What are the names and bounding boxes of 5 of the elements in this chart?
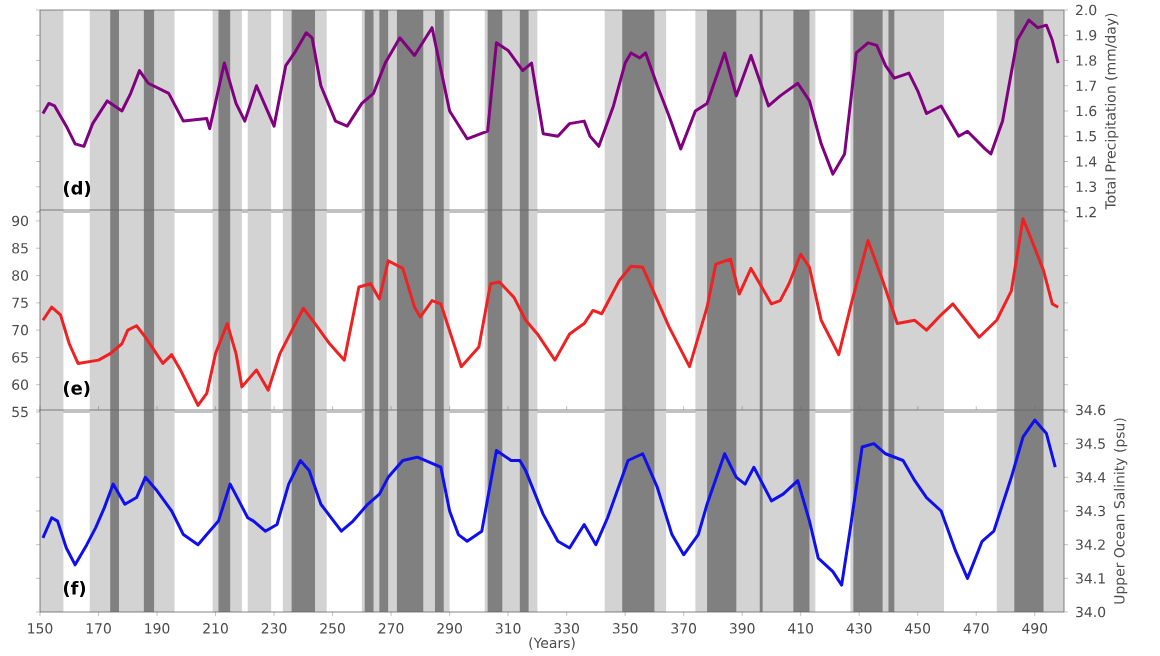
annotation: (d) bbox=[63, 180, 91, 197]
line-series bbox=[41, 18, 1060, 176]
annotation: (e) bbox=[63, 380, 90, 397]
annotation: (f) bbox=[63, 580, 86, 597]
line-series bbox=[41, 217, 1060, 407]
